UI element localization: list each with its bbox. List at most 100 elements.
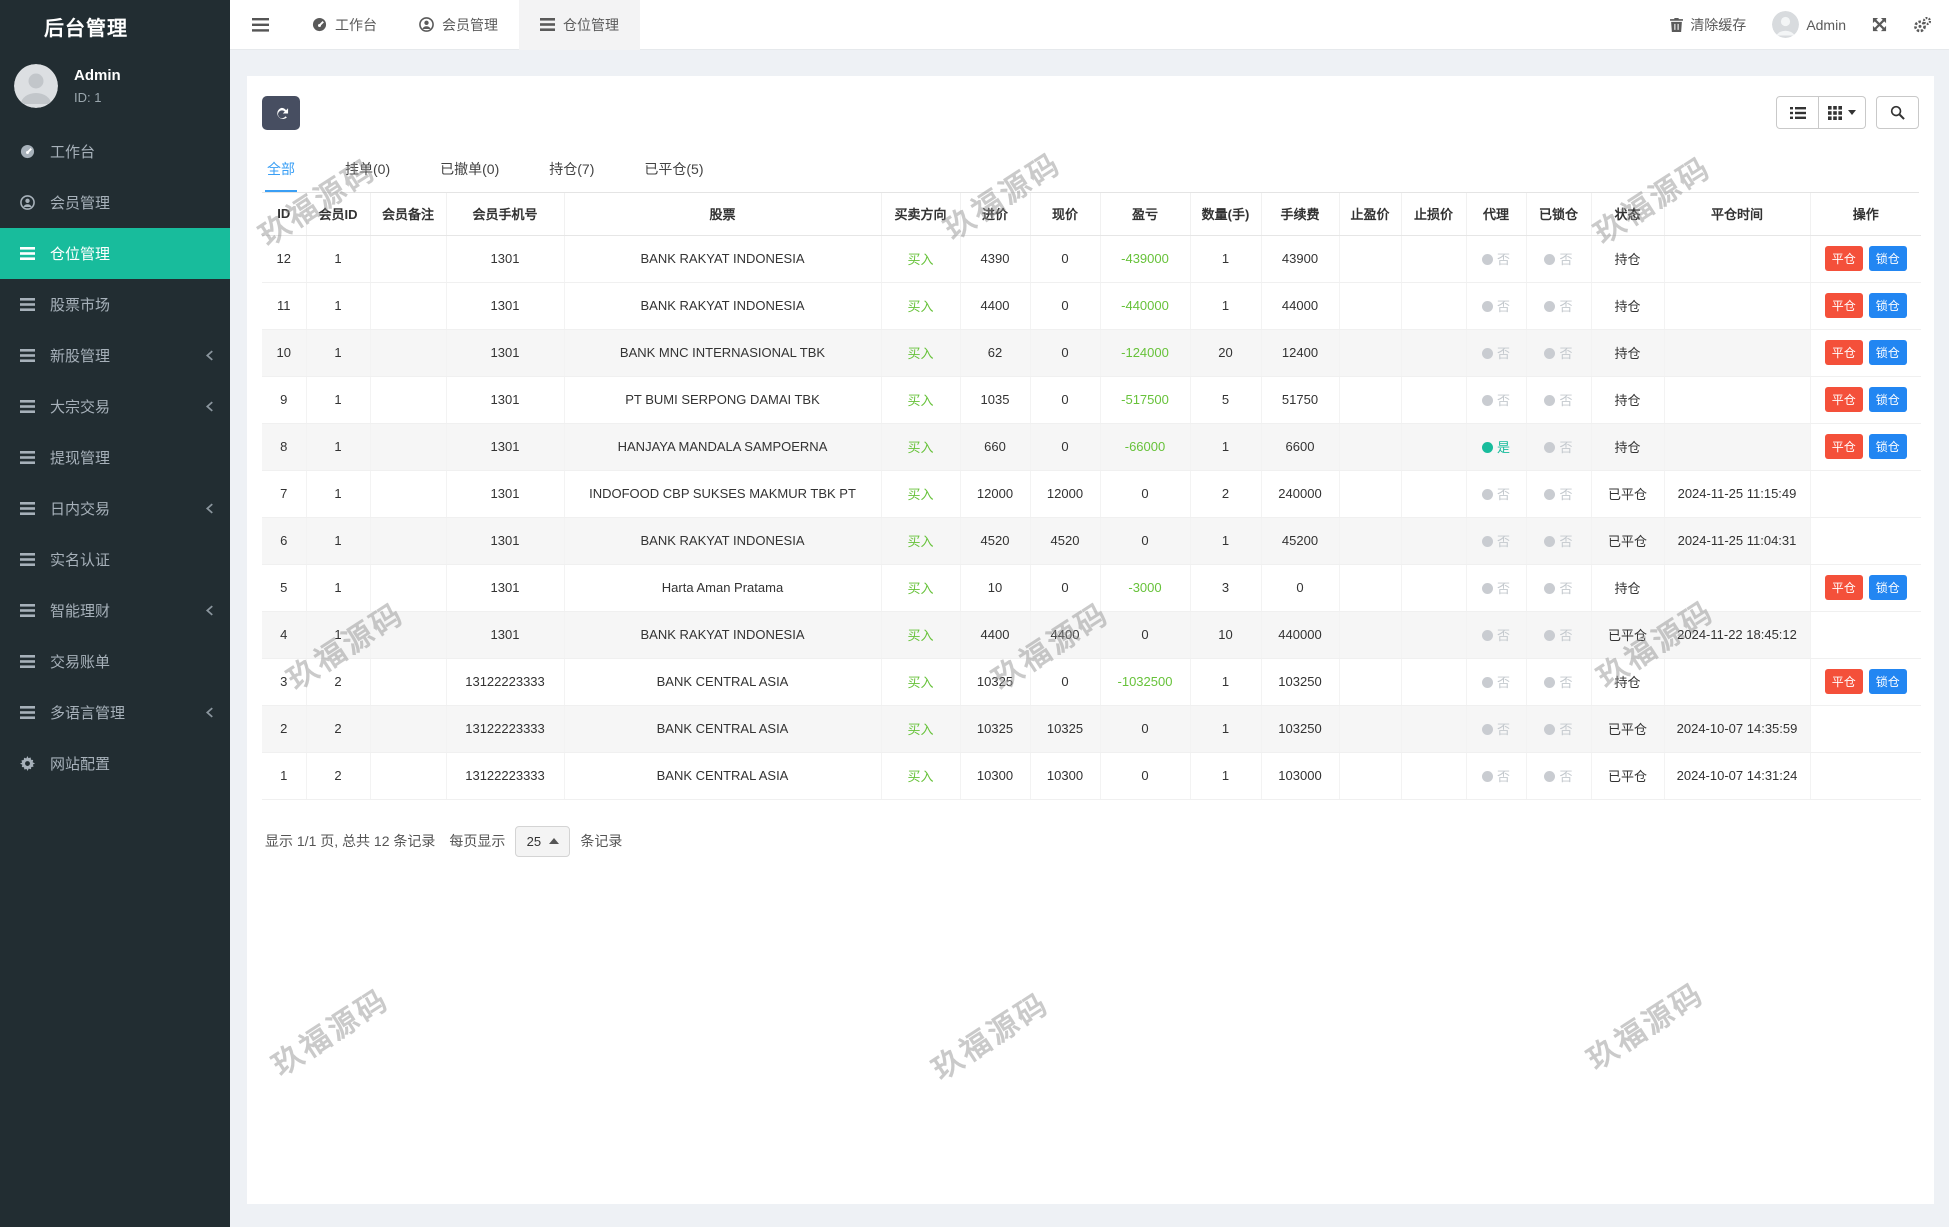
filter-tab-3[interactable]: 持仓(7) (549, 161, 595, 177)
sidebar-item-label: 提现管理 (50, 450, 111, 467)
positions-table-body: 12 1 1301 BANK RAKYAT INDONESIA 买入 4390 0 -4390… (262, 235, 1921, 800)
sidebar-item-8[interactable]: 实名认证 (0, 534, 230, 585)
lock-position-button[interactable]: 锁仓 (1868, 246, 1907, 271)
cell-agent-toggle[interactable]: 否 (1466, 235, 1527, 283)
cell-locked-toggle[interactable]: 否 (1526, 564, 1592, 612)
close-position-button[interactable]: 平仓 (1824, 669, 1863, 694)
chevron-left-icon (205, 503, 214, 514)
sidebar-item-0[interactable]: 工作台 (0, 126, 230, 177)
cell-entry-price: 10 (960, 564, 1031, 612)
cell-entry-price: 12000 (960, 470, 1031, 518)
cell-status: 持仓 (1591, 235, 1665, 283)
toggle-label: 否 (1559, 252, 1573, 267)
cell-agent-toggle[interactable]: 否 (1466, 517, 1527, 565)
cell-quantity: 1 (1190, 705, 1262, 753)
cell-locked-toggle[interactable]: 否 (1526, 705, 1592, 753)
cell-current-price: 10325 (1030, 705, 1101, 753)
topbar-admin[interactable]: Admin (1772, 11, 1846, 38)
cell-locked-toggle[interactable]: 否 (1526, 329, 1592, 377)
close-position-button[interactable]: 平仓 (1824, 340, 1863, 365)
cell-member-id: 2 (306, 658, 371, 706)
cell-agent-toggle[interactable]: 否 (1466, 282, 1527, 330)
toggle-dot-icon (1481, 348, 1493, 359)
cell-quantity: 1 (1190, 282, 1262, 330)
close-position-button[interactable]: 平仓 (1824, 575, 1863, 600)
cell-member-id: 1 (306, 611, 371, 659)
list-view-button[interactable] (1776, 96, 1819, 129)
close-position-button[interactable]: 平仓 (1824, 293, 1863, 318)
topbar-tab-0[interactable]: 工作台 (291, 0, 398, 50)
lock-position-button[interactable]: 锁仓 (1868, 575, 1907, 600)
fullscreen-icon[interactable] (1872, 17, 1887, 32)
sidebar-item-11[interactable]: 多语言管理 (0, 687, 230, 738)
topbar-tab-2[interactable]: 仓位管理 (519, 0, 640, 50)
columns-dropdown-button[interactable] (1819, 96, 1866, 129)
bars-icon (540, 18, 555, 31)
topbar-tabs: 工作台 会员管理 仓位管理 (291, 0, 640, 50)
sidebar-item-4[interactable]: 新股管理 (0, 330, 230, 381)
cell-locked-toggle[interactable]: 否 (1526, 235, 1592, 283)
cell-locked-toggle[interactable]: 否 (1526, 658, 1592, 706)
cell-locked-toggle[interactable]: 否 (1526, 517, 1592, 565)
lock-position-button[interactable]: 锁仓 (1868, 387, 1907, 412)
cell-agent-toggle[interactable]: 否 (1466, 329, 1527, 377)
cell-remark (370, 423, 447, 471)
sidebar-item-7[interactable]: 日内交易 (0, 483, 230, 534)
close-position-button[interactable]: 平仓 (1824, 434, 1863, 459)
cell-quantity: 1 (1190, 517, 1262, 565)
cell-close-time (1664, 564, 1811, 612)
cell-agent-toggle[interactable]: 否 (1466, 564, 1527, 612)
cell-close-time: 2024-11-25 11:04:31 (1664, 517, 1811, 565)
settings-gears-icon[interactable] (1913, 16, 1931, 33)
cell-agent-toggle[interactable]: 否 (1466, 470, 1527, 518)
sidebar-item-10[interactable]: 交易账单 (0, 636, 230, 687)
cell-locked-toggle[interactable]: 否 (1526, 752, 1592, 800)
bars-icon (20, 706, 37, 719)
filter-tab-4[interactable]: 已平仓(5) (644, 161, 704, 177)
sidebar-item-6[interactable]: 提现管理 (0, 432, 230, 483)
cell-current-price: 0 (1030, 423, 1101, 471)
sidebar-item-5[interactable]: 大宗交易 (0, 381, 230, 432)
bars-icon (20, 655, 37, 668)
lock-position-button[interactable]: 锁仓 (1868, 340, 1907, 365)
cell-agent-toggle[interactable]: 否 (1466, 658, 1527, 706)
topbar-tab-1[interactable]: 会员管理 (398, 0, 519, 50)
cell-locked-toggle[interactable]: 否 (1526, 611, 1592, 659)
filter-tab-2[interactable]: 已撤单(0) (440, 161, 500, 177)
toggle-dot-icon (1481, 583, 1493, 594)
close-position-button[interactable]: 平仓 (1824, 246, 1863, 271)
cell-locked-toggle[interactable]: 否 (1526, 282, 1592, 330)
cell-locked-toggle[interactable]: 否 (1526, 376, 1592, 424)
filter-tab-1[interactable]: 挂单(0) (345, 161, 391, 177)
lock-position-button[interactable]: 锁仓 (1868, 434, 1907, 459)
cell-agent-toggle[interactable]: 否 (1466, 611, 1527, 659)
filter-tab-0[interactable]: 全部 (265, 150, 297, 192)
close-position-button[interactable]: 平仓 (1824, 387, 1863, 412)
refresh-button[interactable] (262, 96, 300, 130)
sidebar-item-12[interactable]: 网站配置 (0, 738, 230, 789)
cell-locked-toggle[interactable]: 否 (1526, 423, 1592, 471)
column-header: 进价 (960, 193, 1031, 236)
cell-locked-toggle[interactable]: 否 (1526, 470, 1592, 518)
cell-agent-toggle[interactable]: 否 (1466, 376, 1527, 424)
page-size-select[interactable]: 25 (515, 825, 571, 857)
sidebar-item-1[interactable]: 会员管理 (0, 177, 230, 228)
sidebar-item-9[interactable]: 智能理财 (0, 585, 230, 636)
cell-direction: 买入 (881, 564, 961, 612)
sidebar-toggle-icon[interactable] (230, 0, 291, 50)
cell-current-price: 0 (1030, 658, 1101, 706)
cell-direction: 买入 (881, 329, 961, 377)
cell-agent-toggle[interactable]: 否 (1466, 705, 1527, 753)
cell-agent-toggle[interactable]: 否 (1466, 752, 1527, 800)
cell-agent-toggle[interactable]: 是 (1466, 423, 1527, 471)
clear-cache-button[interactable]: 清除缓存 (1670, 15, 1746, 35)
cell-id: 1 (262, 752, 307, 800)
cell-current-price: 0 (1030, 376, 1101, 424)
lock-position-button[interactable]: 锁仓 (1868, 293, 1907, 318)
bars-icon (20, 502, 37, 515)
cell-remark (370, 376, 447, 424)
sidebar-item-2[interactable]: 仓位管理 (0, 228, 230, 279)
sidebar-item-3[interactable]: 股票市场 (0, 279, 230, 330)
search-button[interactable] (1876, 96, 1919, 129)
lock-position-button[interactable]: 锁仓 (1868, 669, 1907, 694)
